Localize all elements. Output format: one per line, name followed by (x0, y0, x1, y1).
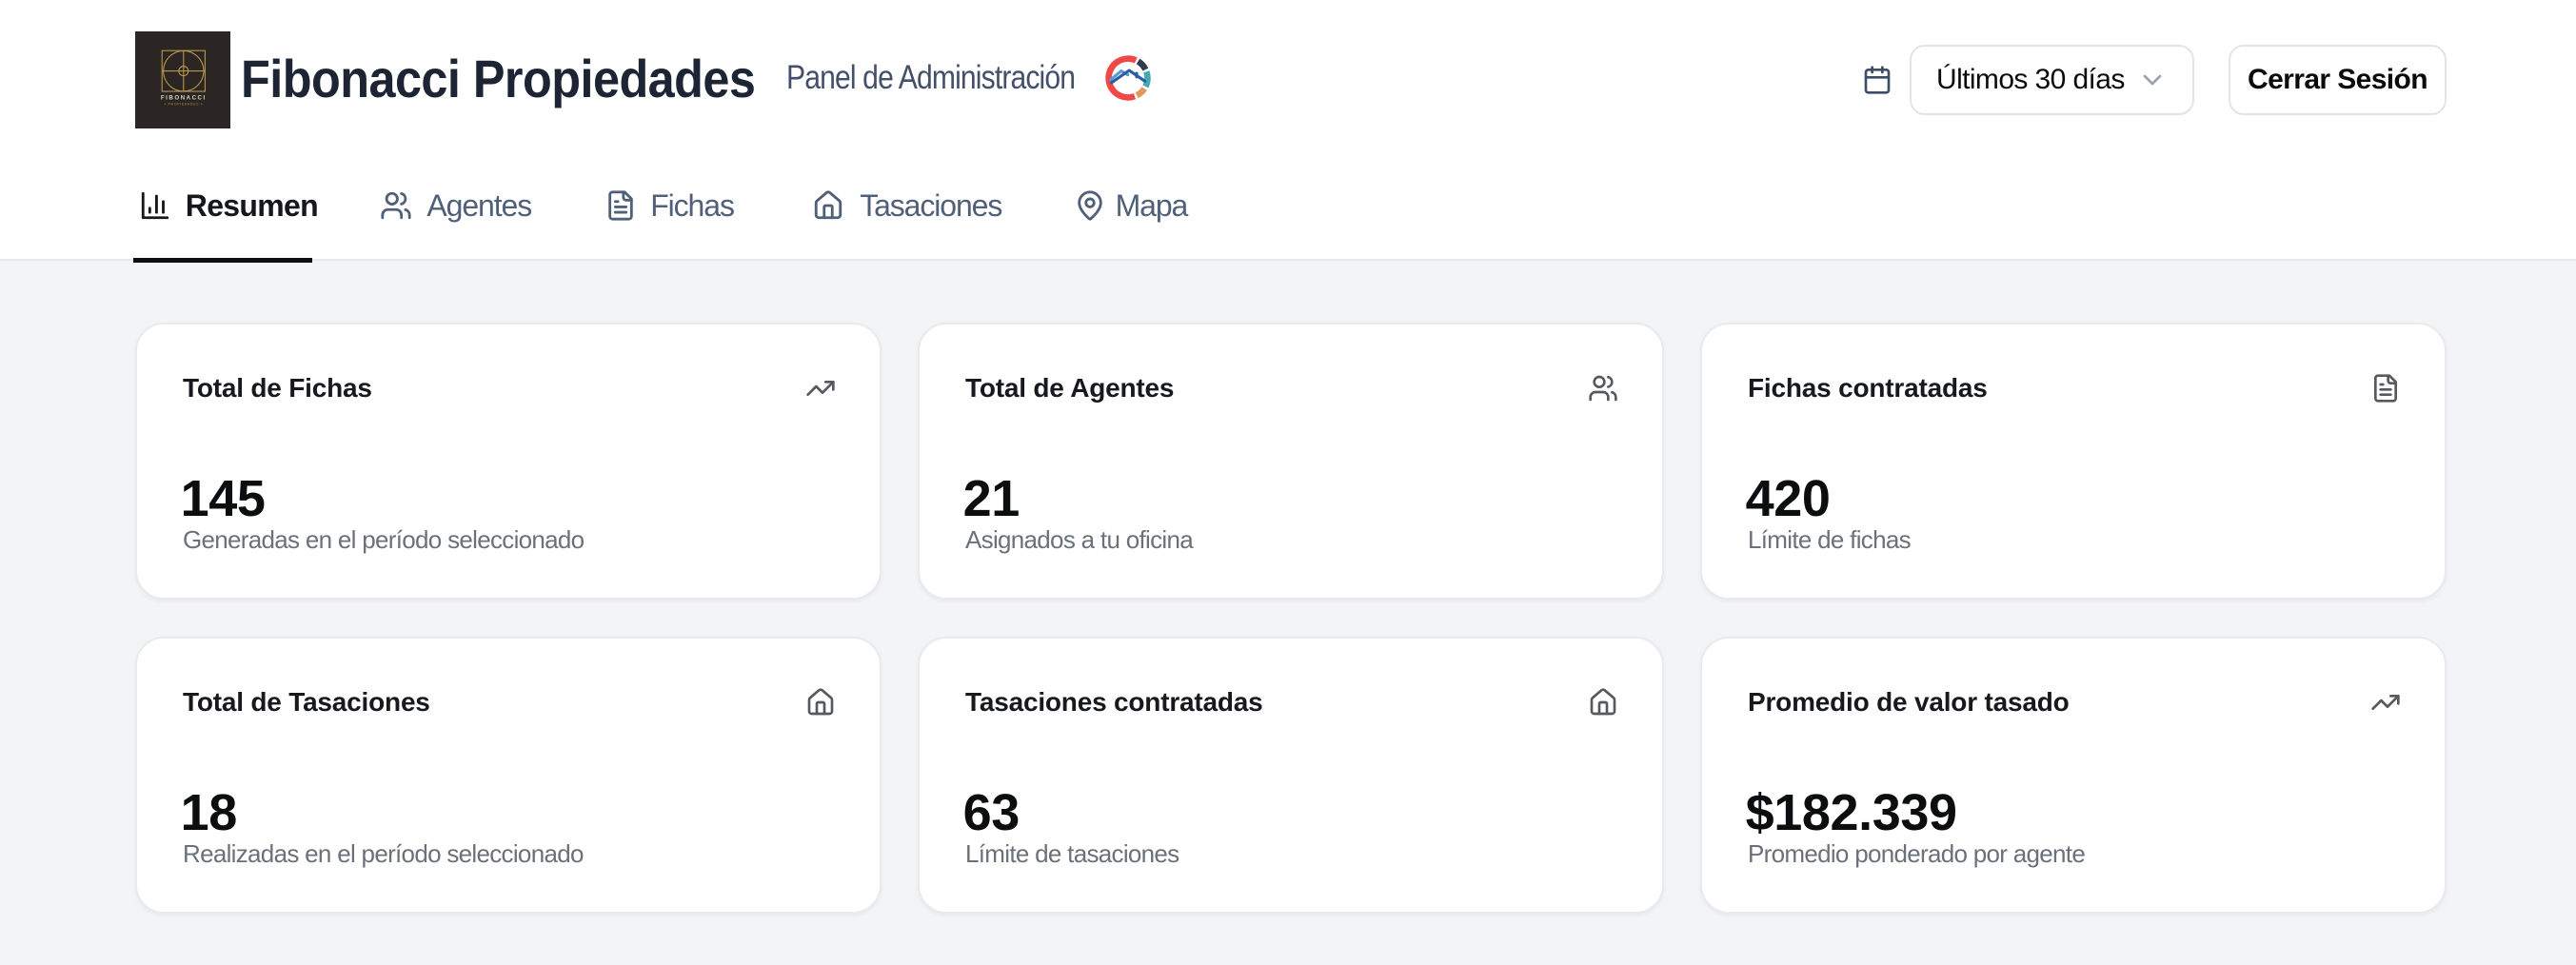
svg-text:FIBONACCI: FIBONACCI (161, 95, 207, 102)
svg-text:« PROPIEDADES »: « PROPIEDADES » (164, 102, 203, 106)
